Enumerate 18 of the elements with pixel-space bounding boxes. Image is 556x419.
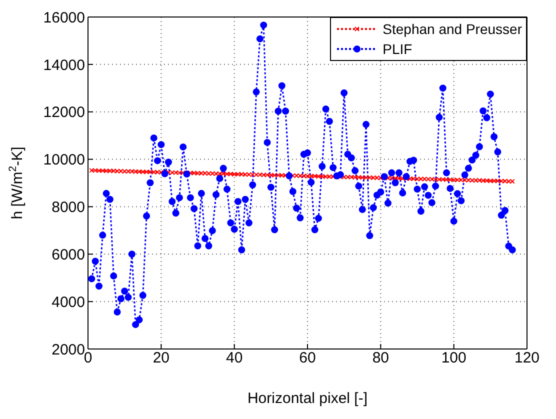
x-tick-label: 100 bbox=[441, 350, 466, 367]
y-tick-label: 16000 bbox=[43, 9, 85, 26]
y-tick-label: 14000 bbox=[43, 56, 85, 74]
x-axis-title: Horizontal pixel [-] bbox=[247, 390, 368, 407]
y-tick-label: 4000 bbox=[52, 294, 85, 311]
y-tick-label: 2000 bbox=[52, 341, 85, 358]
x-tick-label: 60 bbox=[299, 350, 316, 367]
y-tick-label: 8000 bbox=[52, 199, 85, 216]
y-tick-label: 6000 bbox=[52, 246, 85, 264]
y-tick-label: 10000 bbox=[43, 152, 85, 169]
legend-label: PLIF bbox=[382, 41, 412, 57]
x-tick-label: 80 bbox=[372, 350, 390, 367]
y-tick-label: 12000 bbox=[43, 104, 85, 122]
legend-label: Stephan and Preusser bbox=[382, 21, 522, 37]
x-tick-label: 40 bbox=[226, 350, 243, 367]
x-tick-label: 120 bbox=[514, 350, 540, 367]
x-tick-label: 0 bbox=[84, 350, 92, 367]
x-tick-label: 20 bbox=[152, 350, 170, 367]
